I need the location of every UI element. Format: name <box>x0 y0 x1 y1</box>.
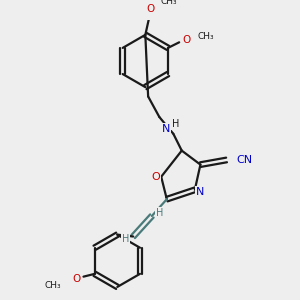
Text: CH₃: CH₃ <box>198 32 214 41</box>
Text: O: O <box>182 35 191 45</box>
Text: H: H <box>172 119 179 130</box>
Text: CH₃: CH₃ <box>44 280 61 290</box>
Text: N: N <box>162 124 170 134</box>
Text: O: O <box>72 274 80 284</box>
Text: H: H <box>122 234 129 244</box>
Text: H: H <box>156 208 163 218</box>
Text: CN: CN <box>236 155 252 165</box>
Text: CH₃: CH₃ <box>160 0 177 6</box>
Text: O: O <box>147 4 155 14</box>
Text: N: N <box>196 187 205 197</box>
Text: O: O <box>151 172 160 182</box>
